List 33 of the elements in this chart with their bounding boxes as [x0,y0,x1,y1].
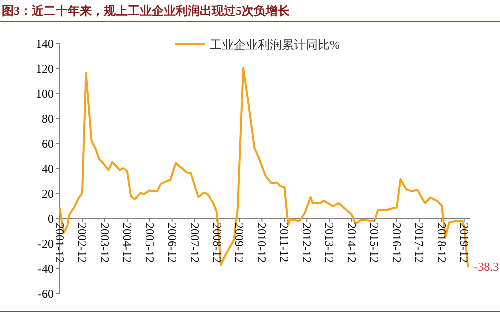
ytick: -20 [38,237,54,251]
ytick: 120 [36,62,54,76]
x-tick-label: 2004-12 [120,223,134,263]
ytick: 140 [36,37,54,51]
x-tick-label: 2003-12 [98,223,112,263]
x-tick-label: 2009-12 [232,223,247,263]
ytick: 80 [42,112,54,126]
data-label: -38.3 [474,260,500,274]
x-tick-label: 2006-12 [165,223,180,263]
ytick: -60 [38,287,54,301]
x-tick-label: 2010-12 [255,223,270,263]
x-tick-label: 2018-12 [434,223,449,263]
ytick: 0 [48,212,54,226]
x-tick-label: 2001-12 [53,223,67,263]
x-tick-label: 2008-12 [210,223,224,263]
ytick: 20 [42,187,54,201]
x-tick-label: 2002-12 [75,223,90,263]
ytick: 40 [42,162,54,176]
x-tick-label: 2012-12 [300,223,314,263]
x-tick-label: 2005-12 [142,223,157,263]
x-tick-label: 2011-12 [278,223,292,263]
legend-label: 工业企业利润累计同比% [210,38,340,52]
x-tick-label: 2016-12 [390,223,404,263]
x-tick-label: 2017-12 [412,223,426,263]
x-tick-label: 2013-12 [322,223,337,263]
chart-title: 图3：近二十年来，规上工业企业利润出现过5次负增长 [2,4,291,18]
ytick: 60 [42,137,54,151]
ytick: -40 [38,262,54,276]
x-tick-label: 2019-12 [457,223,472,263]
x-tick-label: 2015-12 [368,223,382,263]
x-tick-label: 2014-12 [345,223,360,263]
ytick: 100 [36,87,54,101]
x-tick-label: 2007-12 [188,223,202,263]
